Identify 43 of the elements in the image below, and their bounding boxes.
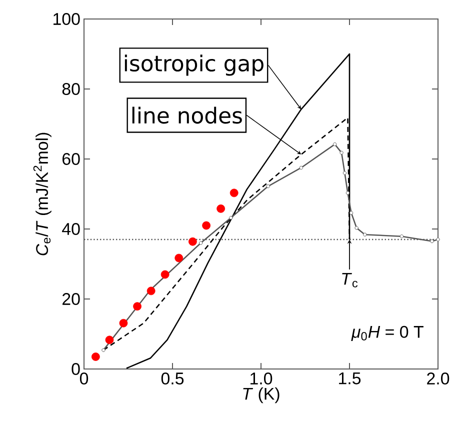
x-tick-label: 1.0 xyxy=(250,372,272,385)
point xyxy=(346,191,350,195)
x-tick-label: 2.0 xyxy=(427,372,450,385)
point xyxy=(229,216,233,220)
point xyxy=(216,204,226,213)
y-tick-label: 80 xyxy=(62,82,80,95)
point xyxy=(230,188,238,198)
annotation: T$_{c}$ xyxy=(342,273,358,288)
point xyxy=(119,318,128,328)
text: line nodes xyxy=(132,106,242,124)
text: isotropic gap xyxy=(124,54,264,76)
point xyxy=(102,348,106,352)
point xyxy=(188,237,197,246)
point xyxy=(299,166,304,170)
point xyxy=(400,234,404,238)
point xyxy=(332,142,337,146)
annotation: μ$_{0}$H = 0 T xyxy=(351,326,424,341)
y-tick-label: 40 xyxy=(62,222,80,235)
point xyxy=(349,211,354,215)
point xyxy=(105,336,114,344)
y-tick-label: 0 xyxy=(72,362,80,375)
point xyxy=(354,226,358,230)
x-tick-label: 1.5 xyxy=(339,372,361,384)
x-axis-title: T (K) xyxy=(243,387,280,404)
point xyxy=(91,352,100,361)
y-tick-label: 100 xyxy=(54,12,80,25)
x-tick-label: 0.5 xyxy=(161,372,184,385)
y-tick-label: 20 xyxy=(62,292,80,305)
point xyxy=(133,302,142,311)
point xyxy=(363,232,367,236)
point xyxy=(436,238,440,242)
point xyxy=(342,171,347,175)
point xyxy=(160,270,170,279)
point xyxy=(202,221,211,230)
point xyxy=(146,286,156,296)
point xyxy=(430,239,434,244)
x-tick-label: 0 xyxy=(80,372,88,385)
point xyxy=(340,150,344,155)
point xyxy=(198,241,203,245)
y-axis-title: C$_{e}$/T (mJ/K$^{2}$mol) xyxy=(33,132,52,256)
y-tick-label: 60 xyxy=(62,152,80,165)
point xyxy=(266,184,270,188)
point xyxy=(174,254,184,262)
